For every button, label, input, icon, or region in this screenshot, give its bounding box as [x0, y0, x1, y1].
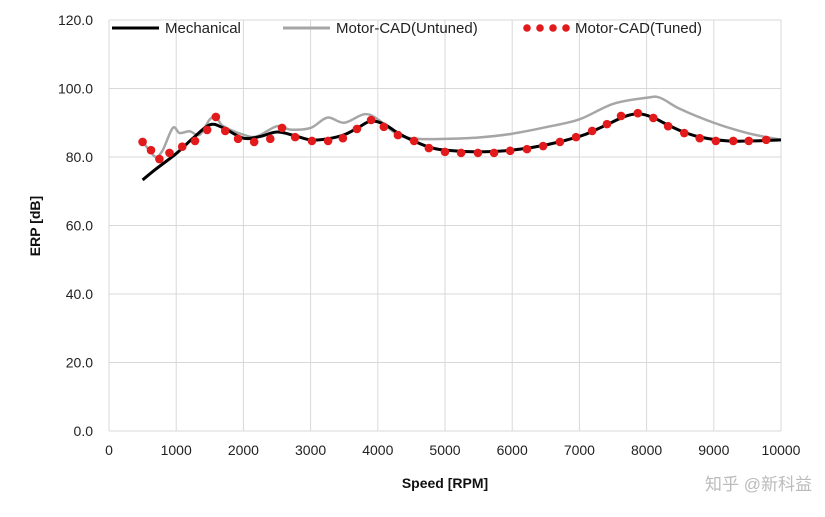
y-tick-label: 0.0	[74, 423, 94, 439]
data-point	[489, 148, 499, 158]
grid	[108, 19, 782, 432]
x-tick-label: 7000	[564, 442, 595, 458]
data-point	[695, 133, 704, 143]
y-tick-label: 100.0	[58, 81, 93, 97]
data-point	[277, 123, 287, 133]
x-tick-label: 10000	[762, 442, 801, 458]
legend-swatch-dot	[549, 24, 557, 32]
y-axis-label: ERP [dB]	[27, 196, 43, 256]
data-point	[202, 125, 212, 135]
data-point	[155, 154, 164, 164]
data-point	[190, 136, 200, 146]
x-tick-label: 0	[105, 442, 113, 458]
x-tick-label: 1000	[161, 442, 192, 458]
series-motor-cad-untuned-	[141, 95, 782, 159]
x-axis-label: Speed [RPM]	[402, 475, 488, 491]
data-point	[744, 136, 754, 146]
data-point	[233, 134, 243, 144]
data-point	[616, 111, 626, 121]
data-point	[338, 133, 348, 143]
data-point	[602, 119, 612, 129]
y-tick-label: 120.0	[58, 12, 93, 28]
data-point	[571, 132, 581, 142]
x-tick-label: 3000	[295, 442, 326, 458]
data-point	[323, 136, 333, 146]
x-tick-label: 8000	[631, 442, 662, 458]
data-point	[290, 132, 300, 142]
series-group	[138, 95, 782, 182]
data-point	[146, 145, 156, 155]
data-point	[555, 137, 565, 147]
data-point	[440, 147, 450, 157]
data-point	[663, 121, 673, 131]
data-point	[633, 108, 643, 118]
data-point	[728, 136, 738, 146]
data-point	[265, 134, 275, 144]
series-line	[141, 95, 782, 159]
x-tick-label: 6000	[497, 442, 528, 458]
y-tick-labels: 0.0 20.0 40.0 60.0 80.0 100.0 120.0	[58, 12, 93, 439]
legend-swatch-dot	[536, 24, 544, 32]
legend-label: Motor-CAD(Tuned)	[575, 20, 702, 37]
legend-swatch-dot	[523, 24, 531, 32]
y-tick-label: 60.0	[66, 218, 93, 234]
data-point	[649, 113, 658, 123]
data-point	[505, 146, 515, 156]
y-tick-label: 80.0	[66, 149, 93, 165]
legend-label: Motor-CAD(Untuned)	[336, 20, 478, 37]
data-point	[711, 136, 721, 146]
data-point	[366, 115, 376, 125]
x-tick-label: 2000	[228, 442, 259, 458]
data-point	[679, 128, 689, 138]
x-tick-labels: 0 1000 2000 3000 4000 5000 6000 7000 8000 9000 100…	[105, 442, 801, 458]
x-tick-label: 9000	[698, 442, 729, 458]
data-point	[211, 112, 221, 122]
data-point	[473, 148, 483, 158]
legend: Mechanical Motor-CAD(Untuned) Motor-CAD(Tu…	[112, 20, 702, 37]
data-point	[538, 141, 548, 151]
data-point	[522, 144, 532, 154]
data-point	[165, 148, 174, 158]
y-tick-label: 40.0	[66, 286, 93, 302]
data-point	[587, 126, 597, 136]
series-motor-cad-tuned-	[138, 108, 771, 164]
data-point	[249, 137, 259, 147]
x-tick-label: 4000	[362, 442, 393, 458]
y-tick-label: 20.0	[66, 355, 93, 371]
x-tick-label: 5000	[429, 442, 460, 458]
watermark: 知乎 @新科益	[705, 475, 812, 494]
data-point	[424, 143, 434, 153]
legend-label: Mechanical	[165, 20, 241, 37]
data-point	[177, 142, 187, 152]
data-point	[761, 135, 771, 145]
data-point	[138, 137, 147, 147]
data-point	[393, 130, 403, 140]
series-line	[141, 112, 782, 182]
data-point	[220, 126, 230, 136]
series-mechanical	[141, 112, 782, 182]
data-point	[307, 136, 317, 146]
data-point	[379, 122, 389, 132]
legend-swatch-dot	[562, 24, 570, 32]
data-point	[456, 148, 466, 158]
data-point	[352, 124, 362, 134]
data-point	[409, 136, 419, 146]
